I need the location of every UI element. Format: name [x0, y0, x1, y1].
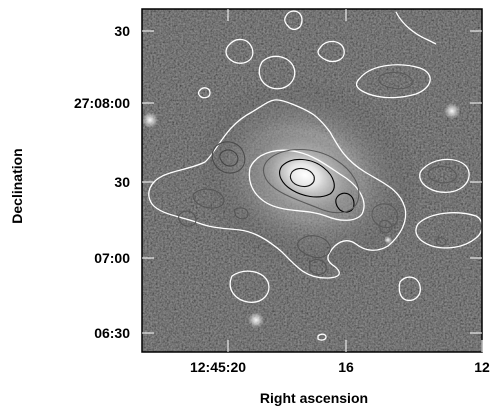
contour-grey-5	[178, 210, 197, 227]
contour-grey-2	[211, 141, 246, 174]
dark-contours	[178, 71, 457, 276]
image-panel	[142, 9, 482, 352]
tick-marks	[142, 9, 483, 352]
contour-top-3	[284, 10, 303, 31]
contour-grey-3	[219, 149, 239, 167]
contour-grey-12	[297, 235, 331, 259]
contour-grey-4	[192, 188, 225, 209]
contour-grey-6	[233, 207, 249, 220]
contour-top-right	[355, 64, 431, 99]
contour-grey-10	[427, 165, 457, 184]
ytick-label-3: 30	[114, 174, 130, 190]
contour-dark-3	[335, 192, 355, 213]
contour-main-outer	[148, 99, 407, 279]
white-contours	[148, 10, 482, 341]
xtick-label-2: 16	[338, 359, 354, 375]
contour-grey-9	[378, 71, 413, 90]
contour-core-white	[248, 149, 365, 221]
ytick-label-5: 06:30	[94, 325, 130, 341]
contour-dark-1	[279, 158, 335, 198]
contour-small-left	[197, 87, 211, 99]
contour-right-small	[398, 276, 421, 302]
contour-top-4	[317, 40, 345, 63]
contour-dark-2	[289, 167, 315, 188]
contour-right-1	[418, 158, 470, 193]
contour-grey-13	[309, 259, 327, 276]
plot-frame	[141, 8, 483, 353]
contour-top-1	[225, 38, 254, 64]
x-axis-title: Right ascension	[260, 390, 368, 406]
star-4	[384, 236, 392, 244]
xtick-label-1: 12:45:20	[190, 359, 246, 375]
ytick-label-1: 30	[114, 23, 130, 39]
contour-left-bottom	[229, 270, 270, 303]
galaxy-core	[247, 130, 363, 220]
star-3	[248, 312, 264, 328]
contour-grey-11	[435, 237, 447, 246]
contour-top-2	[258, 55, 296, 90]
star-1	[142, 112, 158, 128]
xtick-label-3: 12	[474, 359, 490, 375]
contour-bottom-small	[317, 333, 327, 341]
contour-right-2	[415, 212, 482, 249]
contour-grey-1	[262, 149, 360, 214]
contour-grey-8	[379, 219, 393, 234]
y-axis-title: Declination	[9, 148, 25, 223]
star-2	[444, 103, 460, 119]
ytick-label-2: 27:08:00	[74, 95, 130, 111]
contour-top-line	[395, 11, 437, 45]
ytick-label-4: 07:00	[94, 250, 130, 266]
